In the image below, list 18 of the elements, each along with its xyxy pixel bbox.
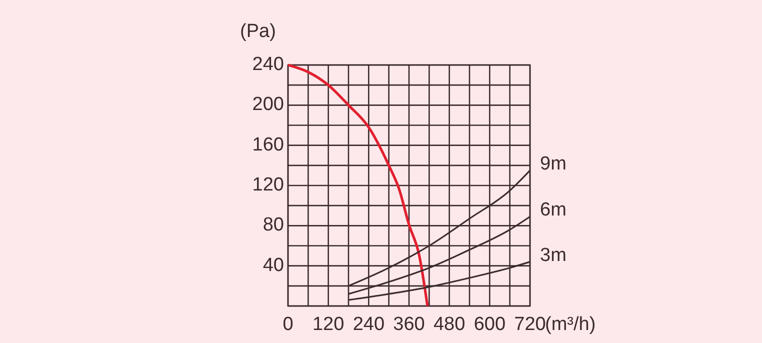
x-tick-label: 720: [514, 314, 546, 335]
y-tick-label: 40: [262, 254, 284, 276]
x-tick-label: 360: [393, 314, 425, 335]
x-tick-label: 480: [433, 314, 466, 335]
y-tick-label: 240: [252, 54, 284, 76]
series-label: 6m: [540, 200, 566, 221]
x-tick-label: 240: [352, 314, 385, 335]
y-tick-label: 120: [252, 174, 284, 196]
y-axis-title: (Pa): [240, 21, 276, 42]
y-tick-label: 80: [262, 214, 284, 236]
x-axis-title: (m³/h): [545, 314, 596, 335]
y-tick-label: 160: [252, 134, 284, 156]
x-tick-label: 120: [312, 314, 344, 335]
series-label: 3m: [540, 244, 566, 266]
x-tick-label: 0: [282, 314, 294, 335]
series-label: 9m: [540, 153, 566, 174]
y-tick-label: 200: [252, 94, 284, 116]
x-tick-label: 600: [474, 314, 506, 335]
